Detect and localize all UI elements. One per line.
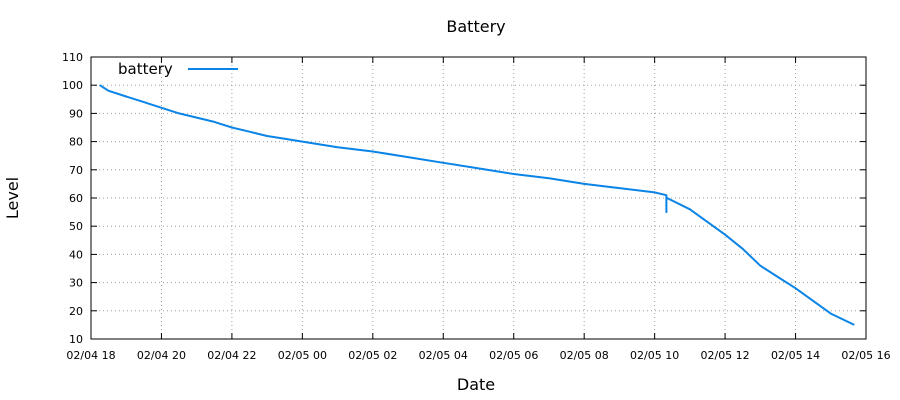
y-tick-label: 50 — [69, 220, 83, 233]
plot-area — [99, 84, 855, 326]
legend-label-battery: battery — [118, 60, 173, 78]
x-tick-label: 02/05 08 — [560, 349, 609, 362]
x-tick-label: 02/05 12 — [700, 349, 749, 362]
plot-frame — [90, 56, 867, 340]
y-tick-label: 40 — [69, 248, 83, 261]
grid-lines — [91, 57, 866, 339]
x-axis-label: Date — [457, 375, 495, 394]
y-tick-label: 30 — [69, 277, 83, 290]
x-tick-label: 02/05 00 — [278, 349, 327, 362]
y-tick-label: 110 — [62, 51, 83, 64]
x-tick-label: 02/05 06 — [489, 349, 538, 362]
x-tick-label: 02/05 02 — [348, 349, 397, 362]
x-tick-label: 02/04 18 — [66, 349, 115, 362]
y-tick-label: 90 — [69, 107, 83, 120]
x-tick-label: 02/05 14 — [771, 349, 820, 362]
x-tick-label: 02/04 20 — [137, 349, 186, 362]
y-tick-label: 10 — [69, 333, 83, 346]
x-tick-label: 02/04 22 — [207, 349, 256, 362]
x-tick-label: 02/05 16 — [841, 349, 890, 362]
x-tick-label: 02/05 10 — [630, 349, 679, 362]
y-tick-label: 80 — [69, 136, 83, 149]
y-tick-label: 60 — [69, 192, 83, 205]
x-tick-label: 02/05 04 — [419, 349, 468, 362]
y-tick-label: 70 — [69, 164, 83, 177]
y-tick-label: 100 — [62, 79, 83, 92]
series-line-battery — [99, 84, 855, 326]
y-tick-label: 20 — [69, 305, 83, 318]
axis-ticks: 10 20 30 40 50 60 70 80 90 100 110 02/04 18 02/04 20… — [62, 51, 891, 362]
chart-title: Battery — [446, 17, 505, 36]
y-axis-label: Level — [3, 177, 22, 219]
legend: battery — [118, 60, 238, 78]
